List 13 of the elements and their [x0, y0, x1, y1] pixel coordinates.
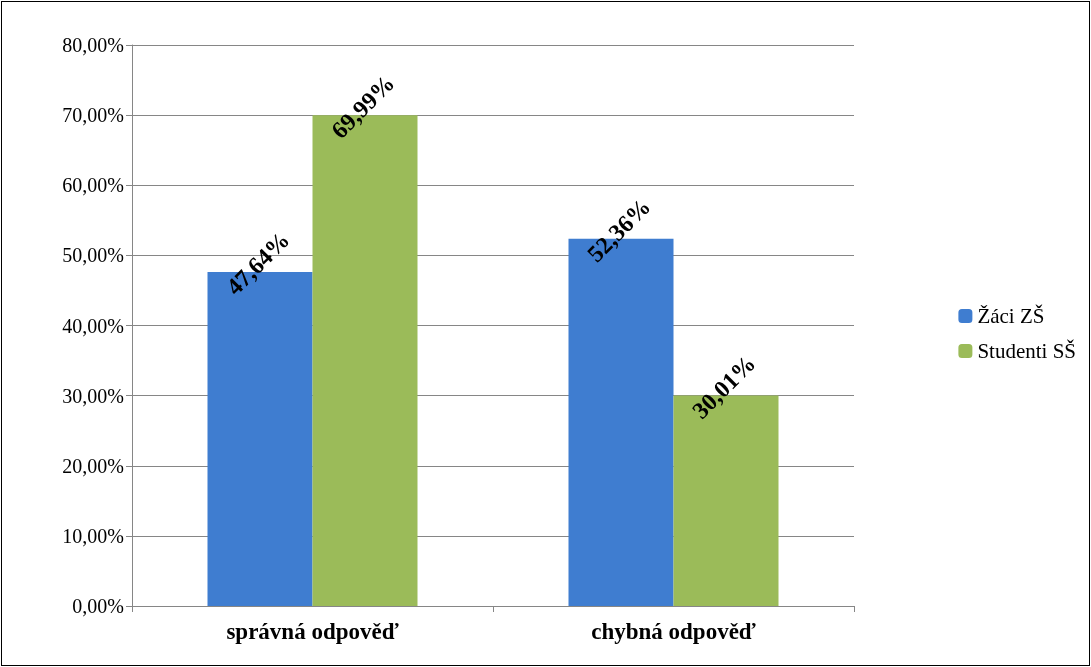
y-tick-label: 20,00% — [62, 454, 124, 477]
y-tick-label: 10,00% — [62, 524, 124, 547]
y-tick-label: 40,00% — [62, 314, 124, 337]
y-tick-label: 60,00% — [62, 174, 124, 197]
y-tick-label: 70,00% — [62, 104, 124, 127]
legend-label: Žáci ZŠ — [977, 304, 1045, 328]
y-tick-label: 0,00% — [72, 595, 124, 617]
y-tick-label: 50,00% — [62, 244, 124, 267]
legend-label: Studenti SŠ — [977, 339, 1077, 363]
y-tick-label: 30,00% — [62, 384, 124, 407]
x-tick-label: správná odpověď — [226, 619, 399, 644]
x-tick-label: chybná odpověď — [591, 619, 756, 644]
y-tick-label: 80,00% — [62, 34, 124, 56]
